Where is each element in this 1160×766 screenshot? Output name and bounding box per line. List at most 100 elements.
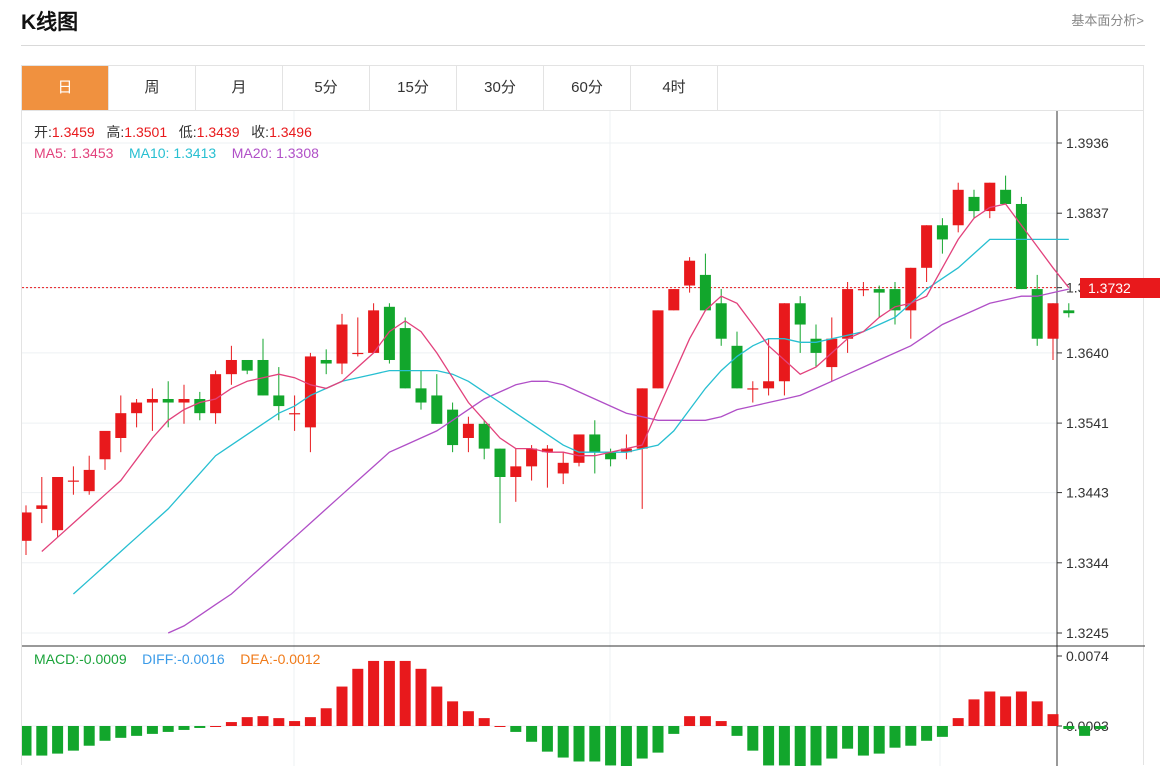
candle-body xyxy=(289,413,301,415)
tab-15min[interactable]: 15分 xyxy=(370,66,457,110)
ma20-value: 1.3308 xyxy=(276,145,319,161)
y-tick-label: 1.3245 xyxy=(1066,625,1109,641)
candle-body xyxy=(415,388,427,403)
macd-bar xyxy=(162,726,174,732)
period-tabs: 日 周 月 5分 15分 30分 60分 4时 xyxy=(22,66,718,110)
macd-bar xyxy=(320,708,332,726)
candle-body xyxy=(984,182,996,212)
dea-value: -0.0012 xyxy=(272,651,321,667)
candle-body xyxy=(462,423,474,438)
candle-body xyxy=(273,395,285,407)
macd-bar xyxy=(399,660,411,726)
macd-bar xyxy=(368,660,380,726)
macd-bar xyxy=(1015,691,1027,726)
macd-bar xyxy=(83,726,95,746)
macd-bar xyxy=(1063,726,1075,729)
tab-30min[interactable]: 30分 xyxy=(457,66,544,110)
macd-bar xyxy=(289,721,301,726)
candle-body xyxy=(478,423,490,449)
macd-bar xyxy=(652,726,664,753)
macd-bar xyxy=(194,726,206,728)
macd-bar xyxy=(842,726,854,749)
macd-bar xyxy=(462,711,474,726)
candle-body xyxy=(526,448,538,467)
y-tick-label: 1.3640 xyxy=(1066,345,1109,361)
tab-5min[interactable]: 5分 xyxy=(283,66,370,110)
candle-body xyxy=(1047,303,1059,339)
candle-body xyxy=(1063,310,1075,314)
macd-bar xyxy=(826,726,838,759)
macd-bar xyxy=(557,726,569,758)
ma5-line xyxy=(41,203,1070,552)
macd-bar xyxy=(273,718,285,726)
candle-body xyxy=(557,462,569,474)
candle-body xyxy=(652,310,664,389)
macd-bar xyxy=(984,691,996,726)
candle-body xyxy=(22,512,32,541)
macd-bar xyxy=(857,726,869,756)
y-tick-label: 1.3837 xyxy=(1066,205,1109,221)
macd-bar xyxy=(715,721,727,726)
macd-bar xyxy=(383,660,395,726)
candle-body xyxy=(510,466,522,477)
candle-body xyxy=(162,398,174,403)
macd-bar xyxy=(336,686,348,726)
candle-body xyxy=(99,430,111,460)
macd-bar xyxy=(447,701,459,726)
kline-chart[interactable]: 1.39361.38371.37321.36401.35411.34431.33… xyxy=(22,66,1145,766)
fundamental-analysis-link[interactable]: 基本面分析> xyxy=(1071,13,1144,28)
y-tick-label: 1.3541 xyxy=(1066,415,1109,431)
candle-body xyxy=(589,434,601,453)
macd-bar xyxy=(541,726,553,752)
macd-bar xyxy=(968,699,980,726)
ma20-label: MA20: xyxy=(231,145,273,161)
tab-day[interactable]: 日 xyxy=(22,66,109,110)
macd-bar xyxy=(415,668,427,726)
macd-bar xyxy=(99,726,111,741)
macd-bar xyxy=(178,726,190,730)
macd-bar xyxy=(115,726,127,738)
candle-body xyxy=(605,452,617,460)
candle-body xyxy=(494,448,506,477)
candle-body xyxy=(368,310,380,353)
high-value: 1.3501 xyxy=(124,124,168,140)
macd-bar xyxy=(731,726,743,736)
low-value: 1.3439 xyxy=(196,124,240,140)
candle-body xyxy=(115,413,127,438)
tab-week[interactable]: 周 xyxy=(109,66,196,110)
candle-body xyxy=(842,289,854,339)
ohlc-readout: 开:1.3459 高:1.3501 低:1.3439 收:1.3496 xyxy=(34,122,312,142)
tab-60min[interactable]: 60分 xyxy=(544,66,631,110)
macd-readout: MACD:-0.0009 DIFF:-0.0016 DEA:-0.0012 xyxy=(34,651,320,667)
macd-bar xyxy=(668,726,680,734)
candle-body xyxy=(699,274,711,311)
macd-bar xyxy=(241,717,253,726)
candle-body xyxy=(905,267,917,311)
tab-month[interactable]: 月 xyxy=(196,66,283,110)
close-label: 收: xyxy=(251,124,270,140)
macd-bar xyxy=(873,726,885,754)
macd-bar xyxy=(763,726,775,766)
macd-label: MACD: xyxy=(34,651,80,667)
macd-bar xyxy=(636,726,648,759)
candle-body xyxy=(1031,289,1043,339)
macd-bar xyxy=(478,718,490,726)
macd-bar xyxy=(1094,726,1106,729)
candle-body xyxy=(636,388,648,449)
candle-body xyxy=(352,352,364,355)
ma10-value: 1.3413 xyxy=(173,145,217,161)
candle-body xyxy=(194,398,206,414)
tab-4hour[interactable]: 4时 xyxy=(631,66,718,110)
macd-bar xyxy=(936,726,948,737)
candle-body xyxy=(715,303,727,339)
candle-body xyxy=(146,398,158,403)
candle-body xyxy=(952,189,964,226)
candle-body xyxy=(684,260,696,286)
macd-bar xyxy=(952,718,964,726)
high-label: 高: xyxy=(106,124,125,140)
macd-bar xyxy=(352,668,364,726)
macd-bar xyxy=(225,722,237,726)
candle-body xyxy=(383,306,395,360)
close-value: 1.3496 xyxy=(269,124,312,140)
macd-bar xyxy=(494,726,506,727)
